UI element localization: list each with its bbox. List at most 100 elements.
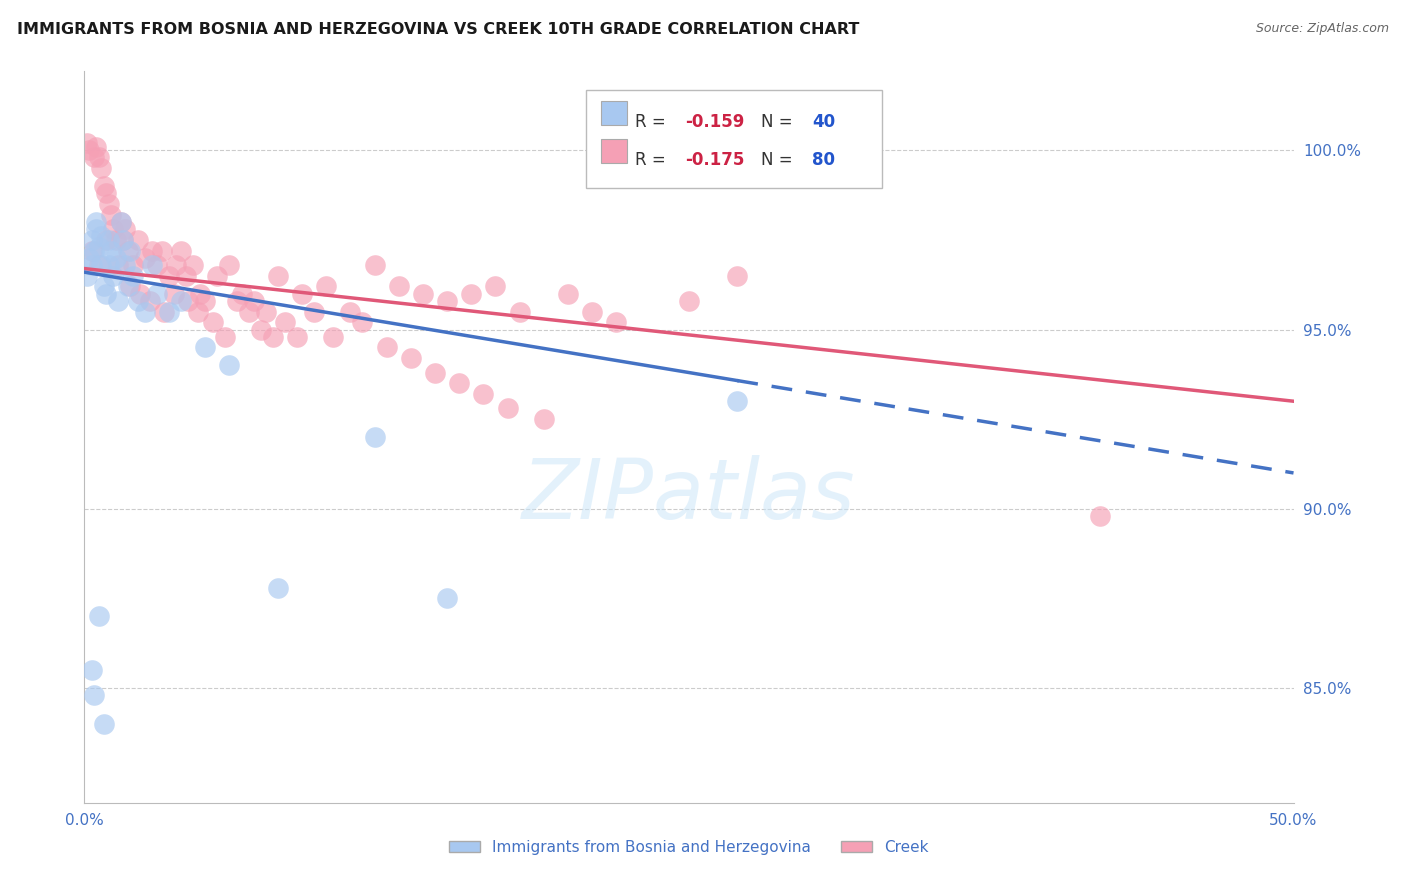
Point [174, 268, 197, 283]
Text: 80: 80 [813, 151, 835, 169]
Point [97, 197, 120, 211]
Point [153, 304, 176, 318]
Point [1088, 508, 1111, 523]
Text: R =: R = [634, 151, 671, 169]
Point [77, 143, 100, 157]
Point [114, 222, 136, 236]
Point [86, 139, 108, 153]
Point [214, 329, 236, 343]
Point [93, 279, 115, 293]
Text: -0.175: -0.175 [685, 151, 745, 169]
Point [90, 229, 112, 244]
Point [231, 286, 253, 301]
Point [187, 304, 209, 318]
Point [80, 663, 103, 677]
Point [291, 286, 314, 301]
Point [412, 286, 434, 301]
Point [104, 251, 127, 265]
Point [557, 286, 579, 301]
Point [83, 688, 105, 702]
Point [117, 244, 139, 258]
Point [194, 293, 217, 308]
Text: -0.159: -0.159 [685, 113, 745, 131]
Point [83, 150, 105, 164]
Text: ZIPatlas: ZIPatlas [522, 455, 856, 536]
Point [157, 304, 180, 318]
Point [93, 717, 115, 731]
Point [110, 215, 132, 229]
Point [302, 304, 325, 318]
Point [375, 341, 398, 355]
Point [170, 293, 193, 308]
FancyBboxPatch shape [586, 90, 883, 188]
Point [254, 304, 277, 318]
Point [423, 366, 446, 380]
Point [460, 286, 482, 301]
Point [120, 279, 142, 293]
Point [399, 351, 422, 366]
Point [484, 279, 506, 293]
Point [262, 329, 284, 343]
Point [725, 394, 748, 409]
Point [267, 268, 290, 283]
Point [238, 304, 260, 318]
Point [496, 401, 519, 416]
Point [117, 279, 139, 293]
Point [76, 268, 98, 283]
Text: N =: N = [762, 151, 799, 169]
Point [80, 258, 103, 272]
Point [87, 240, 110, 254]
Point [170, 244, 193, 258]
Point [194, 341, 217, 355]
Point [218, 359, 240, 373]
Point [509, 304, 531, 318]
Point [165, 258, 187, 272]
Point [112, 233, 135, 247]
Point [87, 150, 110, 164]
Text: N =: N = [762, 113, 799, 131]
Point [120, 244, 142, 258]
Point [76, 136, 98, 150]
Point [83, 244, 105, 258]
Point [678, 293, 700, 308]
Point [141, 244, 163, 258]
Point [177, 293, 200, 308]
Text: IMMIGRANTS FROM BOSNIA AND HERZEGOVINA VS CREEK 10TH GRADE CORRELATION CHART: IMMIGRANTS FROM BOSNIA AND HERZEGOVINA V… [17, 22, 859, 37]
Point [581, 304, 603, 318]
Point [218, 258, 240, 272]
Point [134, 304, 156, 318]
Point [93, 179, 115, 194]
Point [121, 268, 143, 283]
Point [285, 329, 308, 343]
Point [97, 258, 120, 272]
Point [112, 233, 135, 247]
Legend: Immigrants from Bosnia and Herzegovina, Creek: Immigrants from Bosnia and Herzegovina, … [443, 834, 935, 861]
Point [605, 315, 627, 329]
Point [80, 233, 103, 247]
Point [146, 258, 169, 272]
Point [90, 161, 112, 176]
Point [725, 268, 748, 283]
Bar [600, 139, 627, 163]
Point [274, 315, 297, 329]
Point [141, 258, 163, 272]
Point [267, 581, 290, 595]
Point [107, 293, 129, 308]
Point [163, 286, 186, 301]
Point [94, 186, 117, 201]
Point [363, 258, 385, 272]
Point [157, 268, 180, 283]
Point [87, 609, 110, 624]
Point [190, 286, 212, 301]
Point [97, 233, 120, 247]
Point [181, 258, 204, 272]
Point [134, 251, 156, 265]
Point [352, 315, 374, 329]
Point [388, 279, 411, 293]
Point [315, 279, 337, 293]
Point [322, 329, 344, 343]
Bar [600, 102, 627, 125]
Point [449, 376, 471, 391]
Point [77, 251, 100, 265]
Point [472, 387, 495, 401]
